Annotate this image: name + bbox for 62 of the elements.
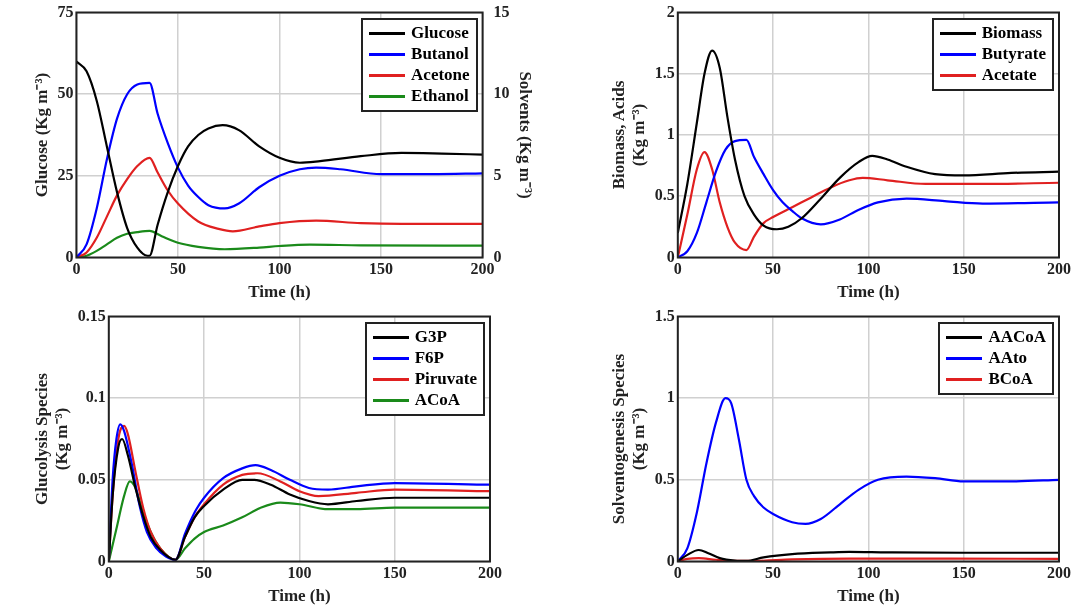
- line-series: [677, 548, 1059, 562]
- y-tick-label: 1: [666, 125, 675, 143]
- y2-tick-label: 15: [493, 2, 510, 20]
- legend-label: Piruvate: [414, 369, 477, 390]
- legend-label: AAto: [988, 348, 1028, 369]
- y-tick-label: 0: [666, 551, 675, 569]
- y-tick-label: 0: [666, 247, 675, 265]
- legend-label: F6P: [414, 348, 444, 369]
- legend-label: Acetone: [411, 65, 470, 86]
- x-tick-label: 50: [196, 564, 213, 582]
- legend-label: ACoA: [414, 390, 461, 411]
- x-tick-label: 200: [1047, 260, 1071, 278]
- y-tick-label: 1.5: [654, 306, 675, 324]
- y-axis-title: Glucolysis Species (Kg m⁻³): [31, 372, 71, 505]
- x-tick-label: 150: [951, 260, 976, 278]
- legend-label: Acetate: [981, 65, 1037, 86]
- y-tick-label: 2: [666, 2, 675, 20]
- x-axis-title: Time (h): [248, 282, 311, 302]
- y-tick-label: 1.5: [654, 63, 675, 81]
- x-tick-label: 200: [470, 260, 495, 278]
- legend-label: Biomass: [981, 23, 1043, 44]
- x-tick-label: 200: [478, 564, 502, 582]
- legend-label: Butanol: [411, 44, 469, 65]
- y-tick-label: 25: [57, 165, 74, 183]
- y-tick-label: 0.5: [654, 186, 675, 204]
- y2-tick-label: 10: [493, 84, 510, 102]
- x-axis-title: Time (h): [268, 586, 331, 606]
- y2-tick-label: 5: [493, 165, 502, 183]
- y-axis-title: Glucose (Kg m⁻³): [31, 72, 51, 198]
- legend-label: Ethanol: [411, 86, 469, 107]
- x-tick-label: 50: [765, 260, 782, 278]
- y-tick-label: 0.15: [77, 306, 106, 324]
- line-series: [677, 397, 1059, 562]
- legend-label: AACoA: [988, 327, 1046, 348]
- x-tick-label: 100: [287, 564, 312, 582]
- y-tick-label: 0: [65, 247, 74, 265]
- y2-tick-label: 0: [493, 247, 502, 265]
- y-tick-label: 0.05: [77, 469, 106, 487]
- legend-label: BCoA: [988, 369, 1033, 390]
- x-axis-title: Time (h): [837, 282, 900, 302]
- y2-axis-title: Solvents (Kg m⁻³): [516, 71, 536, 199]
- x-tick-label: 200: [1047, 564, 1071, 582]
- x-tick-label: 50: [765, 564, 782, 582]
- y-tick-label: 0: [97, 551, 106, 569]
- x-tick-label: 100: [267, 260, 292, 278]
- y-tick-label: 0.5: [654, 469, 675, 487]
- y-axis-title: Solventogenesis Species (Kg m⁻³): [608, 353, 648, 525]
- y-tick-label: 0.1: [85, 388, 106, 406]
- y-tick-label: 1: [666, 388, 675, 406]
- x-axis-title: Time (h): [837, 586, 900, 606]
- x-tick-label: 100: [856, 564, 881, 582]
- x-tick-label: 50: [169, 260, 186, 278]
- legend-label: Butyrate: [981, 44, 1046, 65]
- legend-label: G3P: [414, 327, 447, 348]
- x-tick-label: 150: [382, 564, 407, 582]
- x-tick-label: 150: [951, 564, 976, 582]
- x-tick-label: 150: [369, 260, 394, 278]
- x-tick-label: 100: [856, 260, 881, 278]
- legend-label: Glucose: [411, 23, 469, 44]
- y-axis-title: Biomass, Acids (Kg m⁻³): [608, 80, 648, 190]
- y-tick-label: 75: [57, 2, 74, 20]
- y-tick-label: 50: [57, 84, 74, 102]
